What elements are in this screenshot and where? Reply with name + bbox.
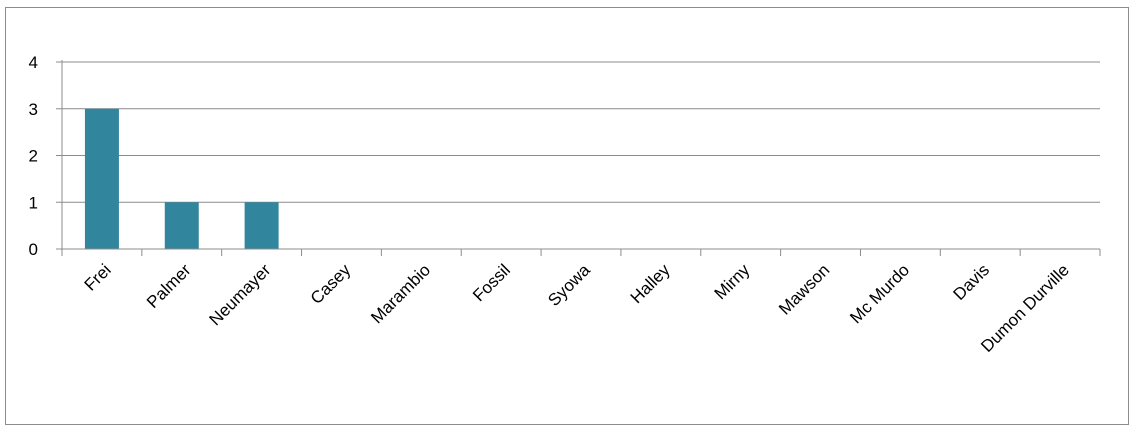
bar-palmer [164,202,199,249]
y-tick-label: 0 [29,240,38,259]
x-tick-label: Marambio [367,260,434,327]
bar-frei [84,108,119,249]
axes [56,60,1101,256]
y-tick-label: 4 [29,53,38,72]
x-tick-label: Syowa [544,260,594,310]
x-tick-label: Neumayer [206,260,275,329]
x-tick-label: Davis [950,260,993,303]
x-tick-label: Frei [81,260,115,294]
bar-neumayer [244,202,279,249]
x-tick-label: Mawson [775,260,833,318]
x-tick-label: Fossil [469,260,514,305]
x-tick-label: Casey [307,260,355,308]
y-tick-labels: 0 1 2 3 4 [29,53,38,259]
y-tick-label: 3 [29,100,38,119]
y-tick-label: 2 [29,147,38,166]
gridlines [62,61,1100,203]
x-tick-label: Palmer [143,260,195,312]
y-tick-label: 1 [29,193,38,212]
bars [84,108,279,249]
x-tick-labels: Frei Palmer Neumayer Casey Marambio Fossil Syo… [81,260,1073,356]
x-tick-label: Mirny [711,260,754,303]
x-tick-label: Mc Murdo [846,260,913,327]
x-tick-label: Halley [627,260,674,307]
